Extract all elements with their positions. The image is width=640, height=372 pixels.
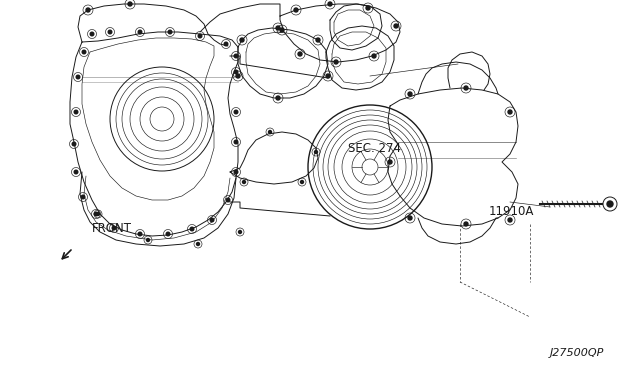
Circle shape bbox=[234, 110, 238, 114]
Circle shape bbox=[234, 54, 238, 58]
Circle shape bbox=[234, 170, 238, 174]
Circle shape bbox=[108, 30, 112, 34]
Circle shape bbox=[276, 26, 280, 30]
Circle shape bbox=[236, 74, 240, 78]
Circle shape bbox=[196, 243, 200, 246]
Circle shape bbox=[168, 30, 172, 34]
Circle shape bbox=[276, 96, 280, 100]
Circle shape bbox=[301, 180, 303, 183]
Circle shape bbox=[90, 32, 94, 36]
Circle shape bbox=[86, 8, 90, 12]
Circle shape bbox=[239, 231, 241, 234]
Circle shape bbox=[243, 180, 246, 183]
Circle shape bbox=[408, 216, 412, 220]
Circle shape bbox=[210, 218, 214, 222]
Circle shape bbox=[97, 212, 99, 215]
Text: 11910A: 11910A bbox=[489, 205, 534, 218]
Circle shape bbox=[316, 38, 320, 42]
Circle shape bbox=[298, 52, 302, 56]
Circle shape bbox=[81, 195, 85, 199]
Text: J27500QP: J27500QP bbox=[550, 348, 604, 358]
Text: FRONT: FRONT bbox=[92, 222, 132, 235]
Text: SEC. 274: SEC. 274 bbox=[348, 142, 401, 155]
Circle shape bbox=[394, 24, 398, 28]
Circle shape bbox=[74, 170, 78, 174]
Circle shape bbox=[388, 160, 392, 164]
Circle shape bbox=[138, 30, 142, 34]
Circle shape bbox=[240, 38, 244, 42]
Circle shape bbox=[294, 8, 298, 12]
Circle shape bbox=[326, 74, 330, 78]
Circle shape bbox=[314, 151, 317, 154]
Circle shape bbox=[508, 110, 512, 114]
Circle shape bbox=[234, 140, 238, 144]
Circle shape bbox=[147, 238, 150, 241]
Circle shape bbox=[464, 222, 468, 226]
Circle shape bbox=[190, 227, 194, 231]
Circle shape bbox=[72, 142, 76, 146]
Circle shape bbox=[280, 28, 284, 32]
Circle shape bbox=[334, 60, 338, 64]
Circle shape bbox=[198, 34, 202, 38]
Circle shape bbox=[234, 70, 238, 74]
Circle shape bbox=[366, 6, 370, 10]
Circle shape bbox=[408, 92, 412, 96]
Circle shape bbox=[82, 50, 86, 54]
Circle shape bbox=[166, 232, 170, 236]
Circle shape bbox=[128, 2, 132, 6]
Circle shape bbox=[74, 110, 78, 114]
Circle shape bbox=[508, 218, 512, 222]
Circle shape bbox=[372, 54, 376, 58]
Circle shape bbox=[94, 212, 98, 216]
Circle shape bbox=[328, 2, 332, 6]
Circle shape bbox=[269, 131, 271, 134]
Circle shape bbox=[226, 198, 230, 202]
Circle shape bbox=[607, 201, 613, 207]
Circle shape bbox=[464, 86, 468, 90]
Circle shape bbox=[138, 232, 142, 236]
Circle shape bbox=[224, 42, 228, 46]
Circle shape bbox=[76, 75, 80, 79]
Circle shape bbox=[112, 226, 116, 230]
